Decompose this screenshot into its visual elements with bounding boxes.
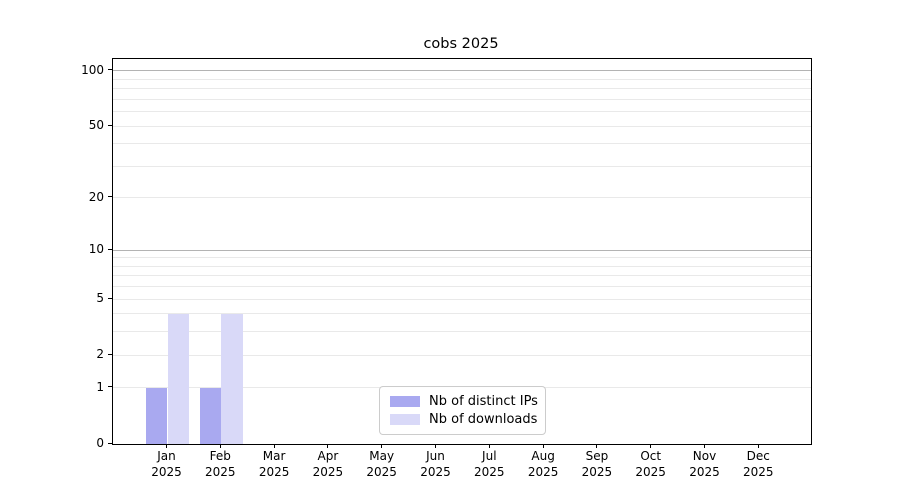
x-tick-label: Mar 2025 — [244, 449, 304, 480]
x-tick-label: Apr 2025 — [298, 449, 358, 480]
minor-gridline — [113, 197, 811, 199]
x-tick-year: 2025 — [366, 464, 397, 479]
x-tick-year: 2025 — [581, 464, 613, 479]
x-tick-month: Jan — [157, 449, 176, 463]
legend-swatch-distinct-ips — [390, 396, 420, 407]
x-tick-mark — [273, 444, 275, 448]
minor-gridline — [113, 265, 811, 267]
x-tick-label: Oct 2025 — [621, 449, 681, 480]
y-tick-mark — [108, 353, 112, 355]
x-tick-year: 2025 — [689, 464, 720, 479]
x-tick-mark — [650, 444, 652, 448]
y-tick-mark — [108, 248, 112, 250]
x-tick-year: 2025 — [743, 464, 774, 479]
x-tick-label: Aug 2025 — [513, 449, 573, 480]
y-tick-label: 100 — [81, 62, 104, 77]
x-tick-month: Nov — [692, 449, 717, 463]
x-tick-label: Jul 2025 — [459, 449, 519, 480]
y-tick-mark — [108, 69, 112, 71]
x-tick-label: Dec 2025 — [728, 449, 788, 480]
y-tick-label: 5 — [96, 291, 104, 306]
minor-gridline — [113, 98, 811, 100]
x-tick-month: Dec — [746, 449, 770, 463]
bar-downloads — [221, 313, 243, 444]
x-tick-month: Sep — [585, 449, 609, 463]
minor-gridline — [113, 125, 811, 127]
x-tick-label: Jun 2025 — [406, 449, 466, 480]
x-tick-mark — [219, 444, 221, 448]
legend-item-downloads: Nb of downloads — [390, 412, 545, 427]
x-tick-mark — [704, 444, 705, 448]
x-tick-label: May 2025 — [352, 449, 412, 480]
minor-gridline — [113, 354, 811, 356]
bar-distinct-ips — [145, 387, 168, 444]
y-tick-label: 0 — [96, 436, 104, 450]
x-tick-mark — [327, 444, 329, 448]
major-gridline — [113, 70, 811, 72]
y-tick-label: 2 — [96, 347, 104, 362]
minor-gridline — [113, 111, 811, 113]
x-tick-label: Sep 2025 — [567, 449, 627, 480]
minor-gridline — [113, 286, 811, 288]
y-tick-mark — [108, 442, 112, 444]
x-tick-year: 2025 — [151, 464, 182, 479]
minor-gridline — [113, 275, 811, 277]
x-tick-mark — [166, 444, 167, 448]
y-tick-mark — [108, 297, 112, 299]
y-tick-mark — [108, 124, 112, 126]
x-tick-month: Apr — [317, 449, 339, 463]
x-tick-month: Jun — [426, 449, 445, 463]
legend-label-distinct-ips: Nb of distinct IPs — [429, 394, 538, 409]
legend-item-distinct-ips: Nb of distinct IPs — [390, 394, 545, 409]
y-tick-label: 20 — [88, 189, 104, 204]
minor-gridline — [113, 78, 811, 80]
x-tick-year: 2025 — [527, 464, 559, 479]
x-tick-label: Nov 2025 — [675, 449, 735, 480]
y-tick-label: 10 — [88, 242, 104, 257]
legend-label-downloads: Nb of downloads — [429, 412, 538, 427]
y-tick-mark — [108, 196, 112, 198]
x-tick-month: Mar — [262, 449, 286, 463]
x-tick-month: Feb — [209, 449, 231, 463]
x-tick-month: May — [369, 449, 395, 463]
x-tick-label: Jan 2025 — [137, 449, 197, 480]
x-tick-mark — [542, 444, 544, 448]
x-tick-year: 2025 — [474, 464, 505, 479]
x-tick-month: Aug — [531, 449, 555, 463]
minor-gridline — [113, 143, 811, 145]
minor-gridline — [113, 88, 811, 90]
minor-gridline — [113, 298, 811, 300]
minor-gridline — [113, 257, 811, 259]
x-tick-year: 2025 — [420, 464, 451, 479]
x-tick-month: Jul — [482, 449, 497, 463]
minor-gridline — [113, 313, 811, 315]
x-tick-month: Oct — [640, 449, 662, 463]
legend: Nb of distinct IPs Nb of downloads — [379, 386, 546, 435]
y-tick-label: 50 — [88, 118, 104, 133]
x-tick-mark — [381, 444, 383, 448]
x-tick-mark — [757, 444, 759, 448]
legend-swatch-downloads — [390, 414, 420, 425]
x-tick-mark — [435, 444, 436, 448]
minor-gridline — [113, 165, 811, 167]
x-tick-mark — [596, 444, 598, 448]
x-tick-year: 2025 — [635, 464, 666, 479]
chart-title: cobs 2025 — [423, 36, 499, 52]
bar-downloads — [167, 313, 190, 444]
x-tick-mark — [488, 444, 490, 448]
plot-area — [112, 58, 812, 445]
y-tick-mark — [108, 386, 112, 388]
x-tick-year: 2025 — [205, 464, 236, 479]
x-tick-label: Feb 2025 — [190, 449, 250, 480]
bar-distinct-ips — [199, 387, 222, 444]
major-gridline — [113, 249, 811, 251]
minor-gridline — [113, 331, 811, 333]
x-tick-year: 2025 — [258, 464, 290, 479]
y-tick-label: 1 — [96, 379, 104, 394]
x-tick-year: 2025 — [312, 464, 344, 479]
